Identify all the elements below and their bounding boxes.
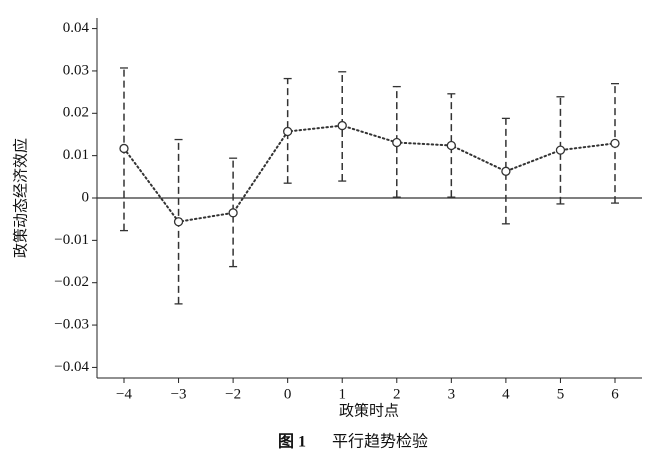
y-tick-label: 0.02	[63, 105, 89, 121]
x-tick-label: 0	[284, 386, 292, 402]
y-tick-label: −0.04	[54, 359, 89, 375]
y-tick-label: 0.04	[63, 20, 90, 36]
x-tick-label: −2	[225, 386, 241, 402]
y-tick-label: 0.03	[63, 62, 89, 78]
point	[610, 138, 620, 149]
x-tick-label: 4	[502, 386, 510, 402]
y-tick-label: 0	[82, 189, 90, 205]
x-tick-label: 3	[448, 386, 456, 402]
x-tick-label: −3	[171, 386, 187, 402]
caption-label: 图 1	[278, 433, 306, 451]
x-tick-label: 6	[611, 386, 619, 402]
point	[283, 126, 293, 137]
y-axis-label: 政策动态经济效应	[11, 138, 29, 258]
caption-text: 平行趋势检验	[332, 433, 428, 451]
point	[228, 208, 238, 218]
y-tick-label: −0.02	[54, 274, 89, 290]
y-tick-label: −0.01	[54, 232, 89, 248]
y-tick-label: 0.01	[63, 147, 89, 163]
x-axis-label: 政策时点	[339, 402, 399, 419]
point	[501, 166, 511, 176]
x-tick-label: 5	[557, 386, 565, 402]
point	[173, 217, 184, 227]
x-tick-label: 1	[338, 386, 346, 402]
x-tick-label: 2	[393, 386, 401, 402]
point	[446, 140, 456, 151]
point	[392, 137, 402, 148]
point	[119, 143, 129, 154]
y-tick-label: −0.03	[54, 316, 89, 332]
x-tick-label: −4	[116, 386, 132, 402]
point	[555, 145, 566, 155]
trend-line	[123, 124, 616, 223]
point	[337, 120, 347, 131]
